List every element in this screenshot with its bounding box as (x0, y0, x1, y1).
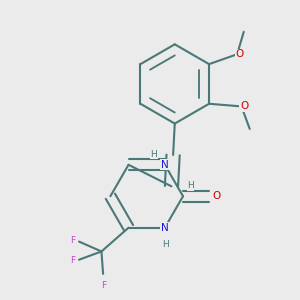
Text: H: H (187, 181, 194, 190)
Text: N: N (161, 160, 169, 170)
Text: O: O (240, 101, 248, 111)
Text: F: F (101, 281, 107, 290)
Text: O: O (236, 49, 244, 59)
Text: F: F (70, 236, 76, 245)
Text: F: F (70, 256, 76, 265)
Text: N: N (161, 223, 169, 233)
Text: H: H (162, 240, 169, 249)
Text: H: H (151, 150, 157, 159)
Text: O: O (213, 191, 221, 201)
